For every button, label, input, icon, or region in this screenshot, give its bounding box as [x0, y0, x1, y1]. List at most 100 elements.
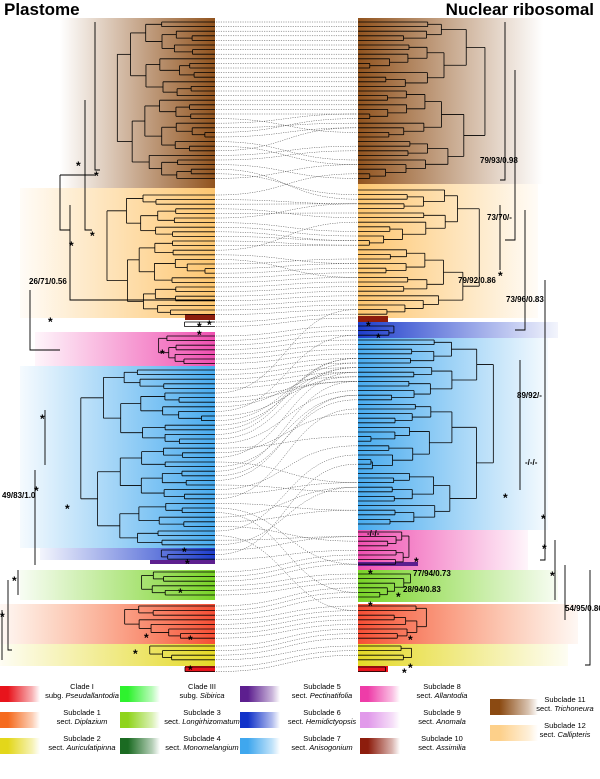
legend-item: Subclade 8 sect. Allantodia [360, 682, 510, 708]
tip-connector [215, 535, 358, 611]
tip-connector [215, 272, 358, 279]
tip-connector [215, 637, 358, 656]
legend-swatch [360, 738, 400, 754]
support-label-right-10: 54/95/0.86 [565, 604, 600, 613]
legend-swatch [120, 712, 160, 728]
legend-item: Subclade 9 sect. Anomala [360, 708, 510, 734]
tip-connector [215, 578, 358, 591]
tip-connector [215, 596, 358, 616]
band-clade-I-left [185, 666, 215, 672]
band-subclade-5-left [150, 560, 215, 564]
legend-swatch [360, 686, 400, 702]
support-asterisk: * [550, 569, 555, 583]
legend-swatch [240, 686, 280, 702]
tip-connector [215, 559, 358, 577]
tip-connector [215, 259, 358, 278]
legend-description: sect. Longirhizomatum [164, 717, 240, 726]
tip-connector [215, 127, 358, 152]
support-asterisk: * [414, 555, 419, 569]
legend-item: Subclade 2 sect. Auriculatipinna [0, 734, 150, 760]
band-subclade-6-right [358, 322, 558, 338]
support-asterisk: * [90, 229, 95, 243]
tip-connector [215, 344, 358, 355]
legend-name: Subclade 5 [303, 682, 341, 691]
support-label-left-2: 49/83/1.0 [2, 491, 36, 500]
tip-connector [215, 619, 358, 634]
support-label-right-1: 79/93/0.98 [480, 156, 518, 165]
tip-connector [215, 203, 358, 219]
nuclear-ribosomal-title: Nuclear ribosomal [445, 0, 594, 19]
tip-connector [215, 550, 358, 560]
legend-description: sect. Trichoneura [536, 704, 594, 713]
tip-connector [215, 113, 358, 124]
tip-connector [215, 295, 358, 302]
tip-connector [215, 353, 358, 364]
tip-connector [215, 286, 358, 292]
band-subclade-10-left [185, 314, 215, 320]
tip-connector [215, 512, 358, 593]
legend-item: Subclade 11 sect. Trichoneura [490, 695, 600, 721]
legend-description: subg. Pseudallantodia [45, 691, 119, 700]
tip-connector [215, 367, 358, 440]
tip-connector [215, 141, 358, 161]
tip-connector [215, 145, 358, 156]
tip-connector [215, 362, 358, 421]
tip-connector [215, 317, 358, 327]
band-subclade-3-right [358, 570, 558, 602]
tip-connector [215, 526, 358, 542]
legend-swatch [0, 712, 40, 728]
tip-connector [215, 334, 358, 412]
legend-swatch [0, 738, 40, 754]
legend-swatch [490, 699, 538, 715]
legend-name: Subclade 9 [423, 708, 461, 717]
support-asterisk: * [368, 567, 373, 581]
legend-description: sect. Pectinatifolia [291, 691, 353, 700]
tip-connector [215, 624, 358, 639]
tip-connector [215, 463, 358, 555]
support-label-right-5: 89/92/- [517, 391, 542, 400]
legend-name: Subclade 3 [183, 708, 221, 717]
legend-description: sect. Assimilia [418, 743, 466, 752]
legend-item: Subclade 5 sect. Pectinatifolia [240, 682, 390, 708]
band-subclade-7-right [358, 338, 548, 530]
support-asterisk: * [65, 502, 70, 516]
nuclear-backbone [499, 22, 591, 666]
support-label-right-7: -/-/- [367, 529, 380, 538]
tip-connector [215, 376, 358, 417]
legend-name: Subclade 1 [63, 708, 101, 717]
legend-name: Subclade 6 [303, 708, 341, 717]
legend-name: Subclade 2 [63, 734, 101, 743]
support-asterisk: * [76, 159, 81, 173]
support-asterisk: * [94, 169, 99, 183]
support-asterisk: * [133, 647, 138, 661]
support-asterisk: * [542, 542, 547, 556]
tip-connector [215, 610, 358, 625]
tip-connector [215, 436, 358, 449]
legend-name: Subclade 11 [544, 695, 586, 704]
tip-connector [215, 258, 358, 265]
support-asterisk: * [188, 663, 193, 676]
band-subclade-11-left [60, 18, 215, 188]
tip-connector [215, 592, 358, 611]
legend-item: Clade III subg. Sibirica [120, 682, 270, 708]
tip-connector [215, 168, 358, 200]
plastome-tree [80, 21, 215, 672]
legend-swatch [0, 686, 40, 702]
tip-connector [215, 240, 358, 246]
tip-connector [215, 482, 358, 495]
tip-connector [215, 509, 358, 523]
support-asterisk: * [40, 412, 45, 426]
tip-connector [215, 376, 358, 389]
tip-connector [215, 536, 358, 551]
tip-connector [215, 236, 358, 241]
support-asterisk: * [408, 633, 413, 647]
tip-connector [215, 145, 358, 165]
tip-connector [215, 554, 358, 573]
tip-connector [215, 334, 358, 346]
support-asterisk: * [408, 661, 413, 675]
legend-swatch [490, 725, 538, 741]
legend-item: Subclade 4 sect. Monomelangium [120, 734, 270, 760]
band-subclade-12-left [20, 188, 215, 318]
support-asterisk: * [197, 320, 202, 334]
